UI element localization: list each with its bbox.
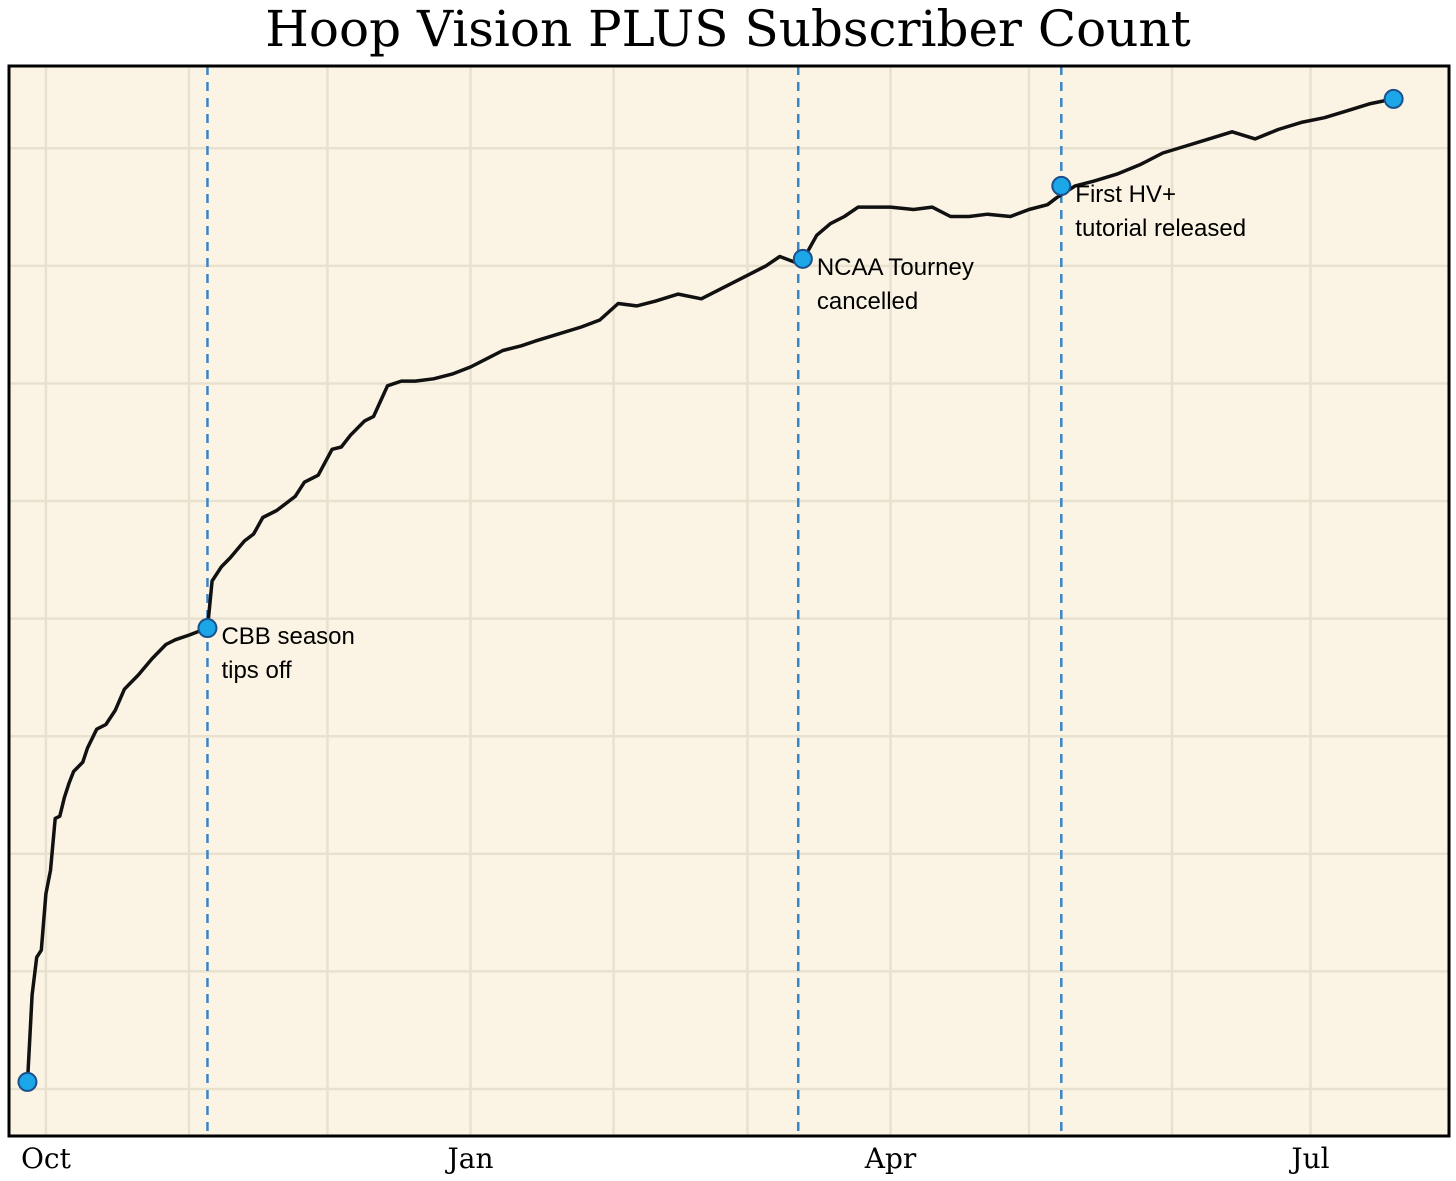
plot-border: [7, 64, 1451, 1138]
data-point-marker: [1383, 88, 1404, 109]
event-annotation-label: NCAA Tourney: [817, 254, 974, 281]
event-annotation-label: First HV+: [1075, 181, 1176, 208]
plot-area: [9, 66, 1449, 1136]
data-point-marker: [792, 248, 813, 269]
series-line: [25, 97, 1394, 1082]
event-annotations: CBB season tips off NCAA Tourney cancelled F…: [221, 181, 1246, 684]
event-annotation-label: cancelled: [817, 288, 918, 315]
x-tick-label: Oct: [21, 1142, 72, 1175]
x-tick-label: Jan: [445, 1142, 494, 1175]
event-annotation-label: tutorial released: [1075, 215, 1246, 242]
grid-lines: [9, 66, 1449, 1136]
event-lines: [206, 66, 1063, 1136]
data-point-marker: [197, 618, 218, 639]
data-markers: [17, 88, 1404, 1092]
chart-title: Hoop Vision PLUS Subscriber Count: [265, 0, 1191, 58]
data-point-marker: [1051, 175, 1072, 196]
event-annotation-label: CBB season: [221, 623, 354, 650]
x-tick-label: Jul: [1288, 1142, 1329, 1175]
x-axis-ticks: Oct Jan Apr Jul: [21, 1142, 1330, 1175]
event-annotation-label: tips off: [221, 657, 292, 684]
data-point-marker: [17, 1071, 38, 1092]
x-tick-label: Apr: [864, 1142, 917, 1175]
